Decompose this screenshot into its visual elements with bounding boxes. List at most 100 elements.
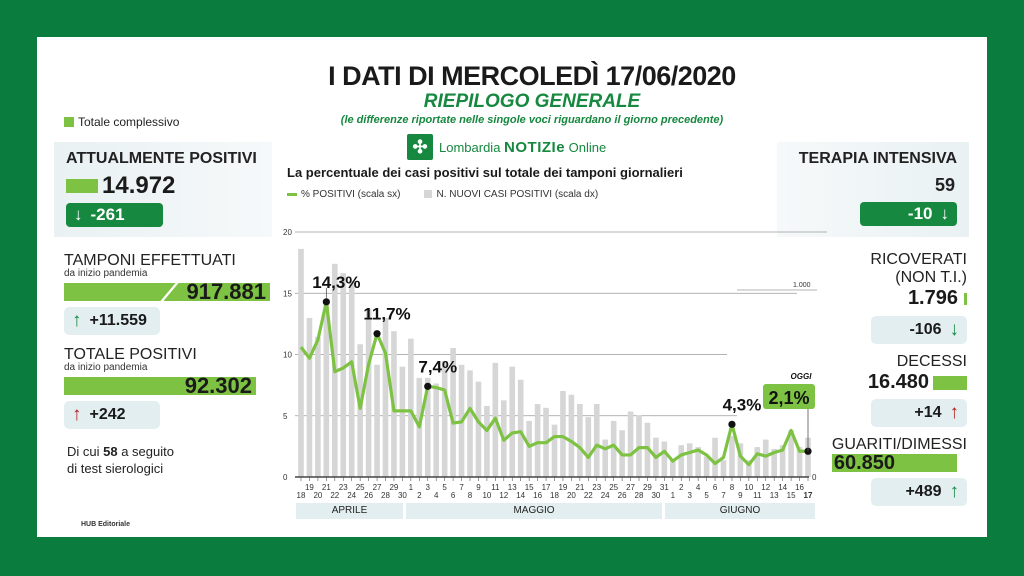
svg-text:13: 13	[770, 491, 779, 500]
terapia-intensiva-delta: -10 ↓	[860, 202, 957, 226]
svg-text:15: 15	[787, 491, 796, 500]
arrow-down-icon: ↓	[940, 204, 950, 223]
guariti-delta: +489 ↑	[871, 478, 967, 506]
svg-text:29: 29	[643, 483, 652, 492]
arrow-up-icon: ↑	[949, 402, 960, 423]
ricoverati-value: 1.796	[907, 287, 958, 309]
chart-title: La percentuale dei casi positivi sul tot…	[287, 165, 683, 180]
tamponi-value-bar: 917.881	[64, 279, 270, 304]
svg-text:12: 12	[499, 491, 508, 500]
svg-text:15: 15	[283, 289, 292, 298]
green-bar-icon	[933, 375, 967, 390]
attualmente-positivi-delta: ↓ -261	[66, 203, 163, 227]
decessi-delta: +14 ↑	[871, 399, 967, 427]
ricoverati-panel: RICOVERATI (NON T.I.) 1.796 -106 ↓	[870, 251, 967, 344]
page-subtitle: RIEPILOGO GENERALE	[423, 91, 641, 112]
svg-text:11: 11	[491, 483, 500, 492]
legend-bars: N. NUOVI CASI POSITIVI (scala dx)	[424, 189, 598, 200]
arrow-up-icon: ↑	[72, 310, 82, 331]
svg-text:14: 14	[778, 483, 787, 492]
totale-positivi-delta: ↑ +242	[64, 401, 160, 429]
guariti-value: 60.850	[833, 451, 896, 474]
tamponi-label: TAMPONI EFFETTUATI	[64, 252, 236, 269]
svg-text:3: 3	[687, 491, 692, 500]
arrow-down-icon: ↓	[949, 319, 960, 340]
positivity-chart: 051015201.000018192021222324252627282930…	[283, 228, 827, 500]
arrow-up-icon: ↑	[72, 404, 82, 425]
guariti-label: GUARITI/DIMESSI	[831, 436, 967, 453]
svg-text:8: 8	[468, 491, 473, 500]
svg-text:10: 10	[744, 483, 753, 492]
svg-text:28: 28	[381, 491, 390, 500]
svg-text:24: 24	[601, 491, 610, 500]
sierologici-note: Di cui 58 a seguito di test sierologici	[67, 444, 174, 476]
svg-text:2: 2	[679, 483, 684, 492]
month-band-aprile: APRILE	[296, 503, 403, 519]
month-band-giugno: GIUGNO	[665, 503, 815, 519]
svg-text:2,1%: 2,1%	[768, 388, 809, 408]
svg-text:16: 16	[533, 491, 542, 500]
svg-text:7,4%: 7,4%	[418, 357, 457, 376]
attualmente-positivi-label: ATTUALMENTE POSITIVI	[66, 150, 257, 167]
svg-text:5: 5	[283, 412, 288, 421]
green-bar-icon	[964, 292, 967, 305]
svg-text:4,3%: 4,3%	[723, 395, 762, 414]
guariti-value-bar: 60.850	[831, 451, 957, 474]
brand-text: Lombardia NOTIZIe Online	[439, 138, 607, 156]
svg-text:14: 14	[516, 491, 525, 500]
decessi-panel: DECESSI 16.480 +14 ↑	[868, 353, 967, 427]
svg-text:19: 19	[558, 483, 567, 492]
tamponi-value: 917.881	[186, 279, 266, 304]
green-bar-icon	[66, 179, 98, 193]
page-title: I DATI DI MERCOLEDÌ 17/06/2020	[328, 61, 736, 91]
svg-text:11: 11	[753, 491, 762, 500]
svg-text:29: 29	[389, 483, 398, 492]
arrow-down-icon: ↓	[74, 205, 83, 224]
tamponi-sublabel: da inizio pandemia	[64, 268, 148, 279]
svg-text:11,7%: 11,7%	[363, 305, 410, 324]
terapia-intensiva-panel: TERAPIA INTENSIVA 59 -10 ↓	[777, 142, 969, 237]
tamponi-delta: ↑ +11.559	[64, 307, 160, 335]
svg-text:9: 9	[476, 483, 481, 492]
line-swatch-icon	[287, 192, 297, 196]
svg-text:3: 3	[426, 483, 431, 492]
totale-positivi-panel: TOTALE POSITIVI da inizio pandemia 92.30…	[64, 346, 274, 429]
svg-text:30: 30	[651, 491, 660, 500]
svg-text:23: 23	[592, 483, 601, 492]
tamponi-panel: TAMPONI EFFETTUATI da inizio pandemia 91…	[64, 252, 274, 335]
svg-text:18: 18	[297, 491, 306, 500]
svg-text:1.000: 1.000	[793, 282, 811, 289]
svg-text:20: 20	[313, 491, 322, 500]
svg-text:18: 18	[550, 491, 559, 500]
totale-positivi-value: 92.302	[184, 373, 252, 398]
svg-text:25: 25	[609, 483, 618, 492]
lombardia-cross-icon: ✣	[407, 134, 433, 160]
svg-text:31: 31	[660, 483, 669, 492]
decessi-label: DECESSI	[896, 353, 967, 370]
svg-text:OGGI: OGGI	[791, 372, 813, 381]
chart-legend: % POSITIVI (scala sx) N. NUOVI CASI POSI…	[287, 189, 598, 200]
svg-text:10: 10	[482, 491, 491, 500]
infographic-card: I DATI DI MERCOLEDÌ 17/06/2020 RIEPILOGO…	[37, 37, 987, 537]
svg-text:1: 1	[409, 483, 414, 492]
svg-text:6: 6	[713, 483, 718, 492]
ricoverati-delta: -106 ↓	[871, 316, 967, 344]
ricoverati-sublabel: (NON T.I.)	[895, 269, 967, 286]
svg-text:19: 19	[305, 483, 314, 492]
svg-text:0: 0	[283, 473, 288, 482]
green-square-icon	[64, 117, 74, 127]
totale-positivi-value-bar: 92.302	[64, 373, 256, 398]
ricoverati-label: RICOVERATI	[870, 251, 967, 268]
svg-text:15: 15	[525, 483, 534, 492]
svg-text:22: 22	[330, 491, 339, 500]
totale-positivi-label: TOTALE POSITIVI	[64, 346, 197, 363]
page-note: (le differenze riportate nelle singole v…	[340, 114, 724, 126]
svg-text:28: 28	[635, 491, 644, 500]
svg-text:5: 5	[442, 483, 447, 492]
svg-text:17: 17	[542, 483, 551, 492]
svg-text:5: 5	[704, 491, 709, 500]
decessi-value: 16.480	[867, 371, 929, 393]
svg-text:6: 6	[451, 491, 456, 500]
svg-text:13: 13	[508, 483, 517, 492]
legend-line: % POSITIVI (scala sx)	[287, 189, 400, 200]
